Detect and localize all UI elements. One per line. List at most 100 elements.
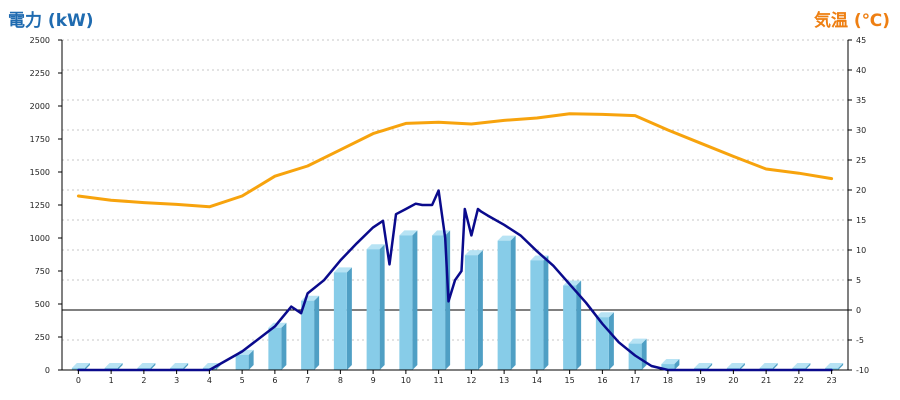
bar-side	[477, 250, 483, 370]
right-tick-label: -5	[856, 336, 864, 345]
right-tick-label: 10	[856, 246, 866, 255]
bar-top	[694, 363, 713, 369]
power-bar	[595, 317, 609, 370]
power-bar	[268, 327, 282, 370]
temperature-line	[76, 112, 834, 209]
x-tick-label: 19	[696, 376, 706, 385]
left-tick-label: 500	[35, 300, 50, 309]
temperature-axis-title: 気温 (℃)	[813, 11, 890, 31]
right-tick-label: 25	[856, 156, 866, 165]
left-tick-label: 1750	[30, 135, 50, 144]
power-bar	[563, 285, 577, 370]
bar-top	[661, 359, 680, 365]
right-tick-label: 20	[856, 186, 866, 195]
bars-layer	[71, 230, 844, 370]
power-bar	[301, 300, 315, 370]
bar-side	[838, 363, 844, 370]
bar-top	[366, 244, 385, 250]
x-tick-label: 18	[663, 376, 673, 385]
left-tick-label: 250	[35, 333, 50, 342]
left-tick-label: 2250	[30, 69, 50, 78]
power-bar	[235, 354, 249, 370]
left-tick-label: 1500	[30, 168, 50, 177]
bar-top	[104, 363, 123, 369]
power-bar	[333, 272, 347, 370]
left-tick-label: 1250	[30, 201, 50, 210]
x-tick-label: 10	[401, 376, 411, 385]
bar-side	[248, 349, 254, 370]
right-tick-label: 45	[856, 36, 866, 45]
bar-side	[183, 363, 189, 370]
power-bar	[661, 364, 675, 370]
right-tick-label: 35	[856, 96, 866, 105]
left-tick-label: 2500	[30, 36, 50, 45]
bar-side	[84, 363, 90, 370]
x-tick-label: 14	[532, 376, 542, 385]
x-tick-label: 7	[305, 376, 310, 385]
x-tick-label: 8	[338, 376, 343, 385]
right-tick-label: 5	[856, 276, 861, 285]
bar-top	[792, 363, 811, 369]
bar-side	[543, 255, 549, 370]
bar-side	[379, 244, 385, 370]
bar-side	[674, 359, 680, 370]
right-tick-label: 30	[856, 126, 866, 135]
power-bar	[464, 255, 478, 370]
x-tick-label: 6	[272, 376, 277, 385]
bar-side	[117, 363, 123, 370]
bar-side	[739, 363, 745, 370]
power-bar	[399, 235, 413, 370]
lines-layer	[76, 112, 834, 372]
bar-side	[314, 295, 320, 370]
x-tick-label: 5	[240, 376, 245, 385]
bar-side	[346, 267, 352, 370]
power-axis-title: 電力 (kW)	[8, 11, 94, 31]
left-tick-label: 750	[35, 267, 50, 276]
x-tick-label: 23	[827, 376, 837, 385]
power-line	[77, 189, 833, 372]
bar-top	[726, 363, 745, 369]
x-tick-label: 16	[597, 376, 607, 385]
power-bar	[432, 235, 446, 370]
right-tick-label: 40	[856, 66, 866, 75]
bar-side	[805, 363, 811, 370]
x-tick-label: 21	[761, 376, 771, 385]
bar-top	[759, 363, 778, 369]
grid-layer	[62, 39, 848, 341]
x-tick-label: 17	[630, 376, 640, 385]
ticks-layer: 02505007501000125015001750200022502500-1…	[30, 36, 869, 385]
x-tick-label: 9	[371, 376, 376, 385]
bar-top	[170, 363, 189, 369]
bar-side	[281, 322, 287, 370]
bar-top	[71, 363, 90, 369]
power-bar	[530, 260, 544, 370]
bar-side	[150, 363, 156, 370]
left-tick-label: 0	[45, 366, 50, 375]
right-tick-label: -10	[856, 366, 869, 375]
bar-top	[825, 363, 844, 369]
left-tick-label: 1000	[30, 234, 50, 243]
x-tick-label: 3	[174, 376, 179, 385]
right-tick-label: 15	[856, 216, 866, 225]
x-tick-label: 15	[565, 376, 575, 385]
x-tick-label: 13	[499, 376, 509, 385]
power-bar	[497, 240, 511, 370]
x-tick-label: 4	[207, 376, 212, 385]
bar-top	[628, 338, 647, 344]
bar-side	[641, 338, 647, 370]
x-tick-label: 1	[109, 376, 114, 385]
bar-side	[510, 235, 516, 370]
x-tick-label: 22	[794, 376, 804, 385]
power-bar	[366, 249, 380, 370]
right-tick-label: 0	[856, 306, 861, 315]
bar-top	[595, 312, 614, 318]
x-tick-label: 2	[141, 376, 146, 385]
bar-top	[399, 230, 418, 236]
x-tick-label: 12	[466, 376, 476, 385]
bar-side	[707, 363, 713, 370]
bar-side	[608, 312, 614, 370]
bar-side	[412, 230, 418, 370]
left-tick-label: 2000	[30, 102, 50, 111]
bar-top	[497, 235, 516, 241]
